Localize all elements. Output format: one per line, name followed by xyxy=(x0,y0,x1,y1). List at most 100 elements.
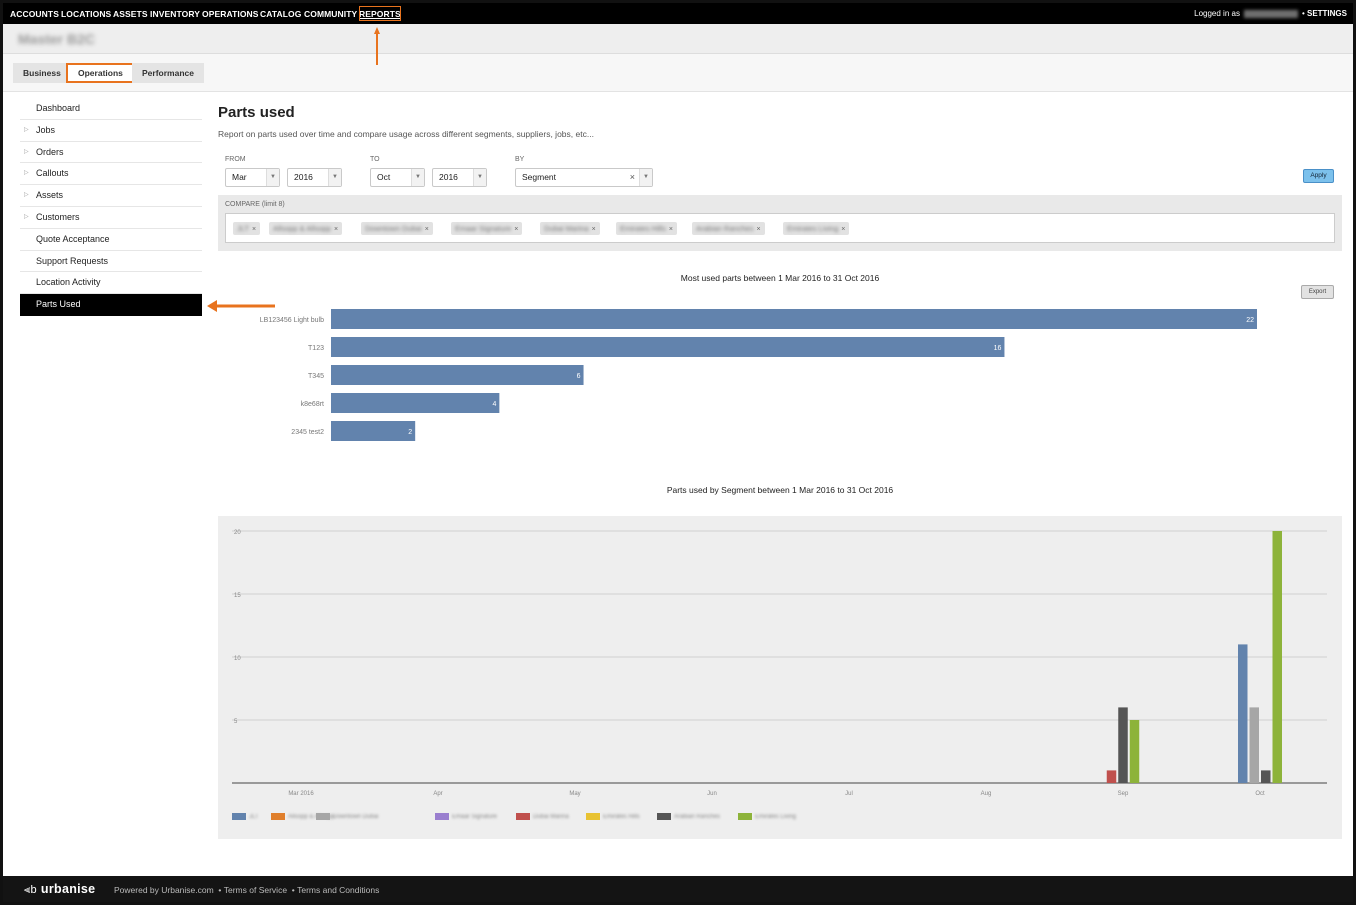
bar-value-label: 2 xyxy=(408,429,412,436)
x-tick-label: Aug xyxy=(981,791,992,797)
column-bar[interactable] xyxy=(1272,531,1283,783)
remove-icon[interactable]: × xyxy=(514,226,519,233)
remove-icon[interactable]: × xyxy=(591,226,596,233)
most-used-parts-chart: LB123456 Light bulb 22 T123 16 T345 6 k8e68rt 4… xyxy=(260,309,1257,441)
nav-reports[interactable]: REPORTS xyxy=(359,9,401,19)
remove-icon[interactable]: × xyxy=(251,226,257,233)
sidebar-item-customers[interactable]: ▷ Customers xyxy=(20,207,202,229)
powered-by-link[interactable]: Powered by Urbanise.com xyxy=(114,885,214,895)
bar[interactable] xyxy=(331,309,1257,329)
to-year-select[interactable]: 2016 ▼ xyxy=(432,168,487,187)
sidebar-item-dashboard[interactable]: Dashboard xyxy=(20,98,202,120)
compare-input[interactable]: JLT × Allsopp & Allsopp × Downtown Dubai × … xyxy=(225,213,1335,243)
sidebar-item-jobs[interactable]: ▷ Jobs xyxy=(20,120,202,142)
sidebar-item-label: Quote Acceptance xyxy=(36,233,110,244)
chip-label: JLT xyxy=(237,224,249,233)
bar-value-label: 16 xyxy=(994,345,1002,352)
bar[interactable] xyxy=(331,365,584,385)
nav-inventory[interactable]: INVENTORY xyxy=(150,9,201,19)
compare-chip: Emaar Signature × xyxy=(451,222,523,235)
legend-item[interactable]: Emirates Hills xyxy=(586,813,640,821)
sidebar-item-location-activity[interactable]: Location Activity xyxy=(20,272,202,295)
reports-highlight xyxy=(359,6,401,21)
bar-category-label: T123 xyxy=(308,345,324,352)
page-description: Report on parts used over time and compa… xyxy=(218,129,594,139)
remove-icon[interactable]: × xyxy=(424,226,429,233)
legend-item[interactable]: Downtown Dubai xyxy=(316,813,378,821)
footer: ⫷b urbanise Powered by Urbanise.com • Ter… xyxy=(3,876,1353,902)
terms-and-conditions-link[interactable]: Terms and Conditions xyxy=(297,885,380,895)
column-bar[interactable] xyxy=(1106,770,1117,783)
by-label: BY xyxy=(515,156,525,163)
column-bar[interactable] xyxy=(1249,707,1260,783)
sidebar-item-support-requests[interactable]: Support Requests xyxy=(20,251,202,273)
remove-icon[interactable]: × xyxy=(668,226,673,233)
chart-title-most-used: Most used parts between 1 Mar 2016 to 31… xyxy=(680,273,880,283)
remove-icon[interactable]: × xyxy=(333,226,339,233)
x-tick-label: May xyxy=(569,791,580,797)
nav-accounts[interactable]: ACCOUNTS xyxy=(10,9,59,19)
export-button[interactable]: Export xyxy=(1301,285,1334,299)
nav-operations[interactable]: OPERATIONS xyxy=(202,9,259,19)
apply-button[interactable]: Apply xyxy=(1303,169,1334,183)
nav-catalog[interactable]: CATALOG xyxy=(260,9,302,19)
legend-swatch xyxy=(738,813,752,820)
bar[interactable] xyxy=(331,421,416,441)
legend-item[interactable]: Dubai Marina xyxy=(516,813,569,821)
y-tick-label: 10 xyxy=(234,656,241,662)
chip-label: Emirates Hills xyxy=(620,224,666,233)
legend-item[interactable]: JLT xyxy=(232,813,259,821)
column-bar[interactable] xyxy=(1118,707,1128,783)
legend-swatch xyxy=(586,813,600,820)
legend-item[interactable]: Emaar Signature xyxy=(435,813,497,821)
sidebar-item-parts-used[interactable]: Parts Used xyxy=(20,294,202,316)
sidebar-item-callouts[interactable]: ▷ Callouts xyxy=(20,163,202,186)
column-bar[interactable] xyxy=(1129,720,1140,783)
from-year-select[interactable]: 2016 ▼ xyxy=(287,168,342,187)
user-name[interactable] xyxy=(1243,9,1298,18)
y-tick-label: 5 xyxy=(234,719,238,725)
legend-label: Emirates Living xyxy=(755,813,797,820)
sidebar-item-label: Orders xyxy=(36,146,64,157)
bar[interactable] xyxy=(331,337,1005,357)
report-tabs-bar: Business Operations Performance xyxy=(3,54,1353,92)
segment-chart: 5 10 15 20 Mar 2016 Apr May Jun Jul Aug Sep Oct xyxy=(218,516,1342,839)
remove-icon[interactable]: × xyxy=(841,226,846,233)
chevron-down-icon: ▼ xyxy=(411,169,424,186)
column-bar[interactable] xyxy=(1238,644,1248,783)
chevron-down-icon: ▼ xyxy=(328,169,341,186)
by-select[interactable]: Segment × ▼ xyxy=(515,168,653,187)
sidebar-item-assets[interactable]: ▷ Assets xyxy=(20,185,202,207)
from-month-select[interactable]: Mar ▼ xyxy=(225,168,280,187)
legend-item[interactable]: Emirates Living xyxy=(738,813,796,821)
legend-item[interactable]: Arabian Ranches xyxy=(657,813,720,821)
column-bar[interactable] xyxy=(1261,770,1271,783)
caret-right-icon: ▷ xyxy=(24,213,29,220)
nav-assets[interactable]: ASSETS xyxy=(113,9,148,19)
bar[interactable] xyxy=(331,393,500,413)
page-title: Parts used xyxy=(218,104,295,121)
bar-category-label: 2345 test2 xyxy=(291,429,324,436)
sidebar-item-orders[interactable]: ▷ Orders xyxy=(20,142,202,164)
chip-label: Allsopp & Allsopp xyxy=(273,224,331,233)
legend-item[interactable]: Allsopp & Allsopp xyxy=(271,813,334,821)
bar-category-label: LB123456 Light bulb xyxy=(260,317,324,324)
nav-locations[interactable]: LOCATIONS xyxy=(61,9,112,19)
x-tick-label: Jun xyxy=(707,791,717,797)
tab-operations[interactable]: Operations xyxy=(66,63,135,83)
legend-label: JLT xyxy=(249,813,259,820)
clear-icon[interactable]: × xyxy=(629,172,635,182)
compare-label: COMPARE (limit 8) xyxy=(225,201,285,208)
tab-business[interactable]: Business xyxy=(13,63,71,83)
caret-right-icon: ▷ xyxy=(24,192,29,199)
tab-performance[interactable]: Performance xyxy=(132,63,204,83)
settings-link[interactable]: SETTINGS xyxy=(1306,9,1347,18)
nav-community[interactable]: COMMUNITY xyxy=(304,9,358,19)
remove-icon[interactable]: × xyxy=(756,226,761,233)
annotation-arrow-up xyxy=(374,27,380,65)
sidebar-item-quote-acceptance[interactable]: Quote Acceptance xyxy=(20,229,202,251)
to-month-select[interactable]: Oct ▼ xyxy=(370,168,425,187)
terms-of-service-link[interactable]: Terms of Service xyxy=(223,885,288,895)
sidebar-item-label: Callouts xyxy=(36,168,69,179)
